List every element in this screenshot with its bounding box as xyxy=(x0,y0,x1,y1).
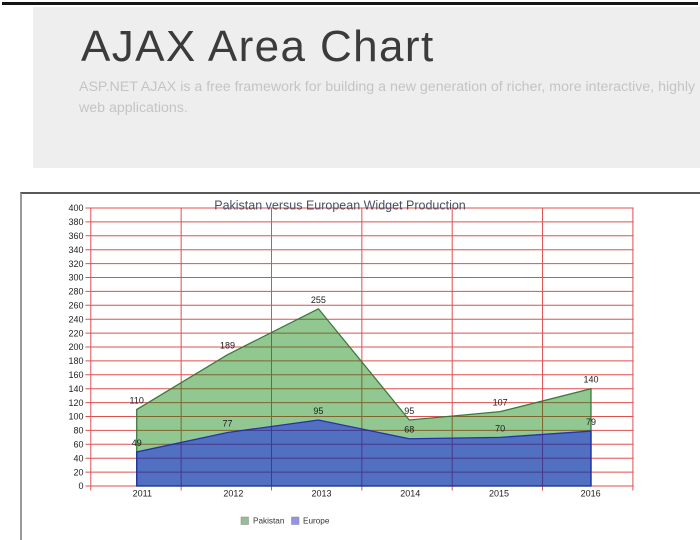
svg-text:2015: 2015 xyxy=(489,489,509,499)
svg-text:300: 300 xyxy=(68,273,83,283)
svg-text:70: 70 xyxy=(495,423,505,433)
svg-text:20: 20 xyxy=(73,467,83,477)
svg-text:255: 255 xyxy=(311,295,326,305)
svg-text:280: 280 xyxy=(68,287,83,297)
svg-text:107: 107 xyxy=(493,398,508,408)
svg-text:110: 110 xyxy=(130,396,144,406)
svg-text:200: 200 xyxy=(68,342,83,352)
svg-text:220: 220 xyxy=(68,328,83,338)
svg-text:95: 95 xyxy=(313,406,323,416)
svg-text:360: 360 xyxy=(68,231,83,241)
svg-text:400: 400 xyxy=(68,203,83,213)
svg-text:100: 100 xyxy=(68,412,83,422)
svg-text:2013: 2013 xyxy=(311,489,331,499)
svg-text:2011: 2011 xyxy=(133,489,152,499)
svg-text:160: 160 xyxy=(68,370,83,380)
svg-text:260: 260 xyxy=(68,301,83,311)
svg-text:80: 80 xyxy=(73,426,83,436)
svg-text:140: 140 xyxy=(583,375,598,385)
svg-text:120: 120 xyxy=(68,398,83,408)
svg-text:Pakistan versus European Widge: Pakistan versus European Widget Producti… xyxy=(214,199,466,213)
svg-text:2014: 2014 xyxy=(400,489,420,499)
svg-text:380: 380 xyxy=(68,217,83,227)
svg-text:40: 40 xyxy=(73,453,83,463)
svg-text:0: 0 xyxy=(78,481,83,491)
svg-text:140: 140 xyxy=(68,384,83,394)
svg-text:180: 180 xyxy=(68,356,83,366)
svg-text:340: 340 xyxy=(68,245,83,255)
svg-text:95: 95 xyxy=(404,406,414,416)
svg-text:68: 68 xyxy=(404,425,414,435)
svg-text:60: 60 xyxy=(73,440,83,450)
svg-text:Pakistan: Pakistan xyxy=(253,517,285,526)
svg-text:49: 49 xyxy=(132,438,142,448)
svg-text:189: 189 xyxy=(220,341,235,351)
svg-text:240: 240 xyxy=(68,314,83,324)
svg-text:2016: 2016 xyxy=(581,489,601,499)
svg-text:320: 320 xyxy=(68,259,83,269)
svg-text:Europe: Europe xyxy=(303,517,330,526)
svg-text:2012: 2012 xyxy=(223,489,243,499)
svg-text:77: 77 xyxy=(223,418,233,428)
svg-text:79: 79 xyxy=(586,417,596,427)
